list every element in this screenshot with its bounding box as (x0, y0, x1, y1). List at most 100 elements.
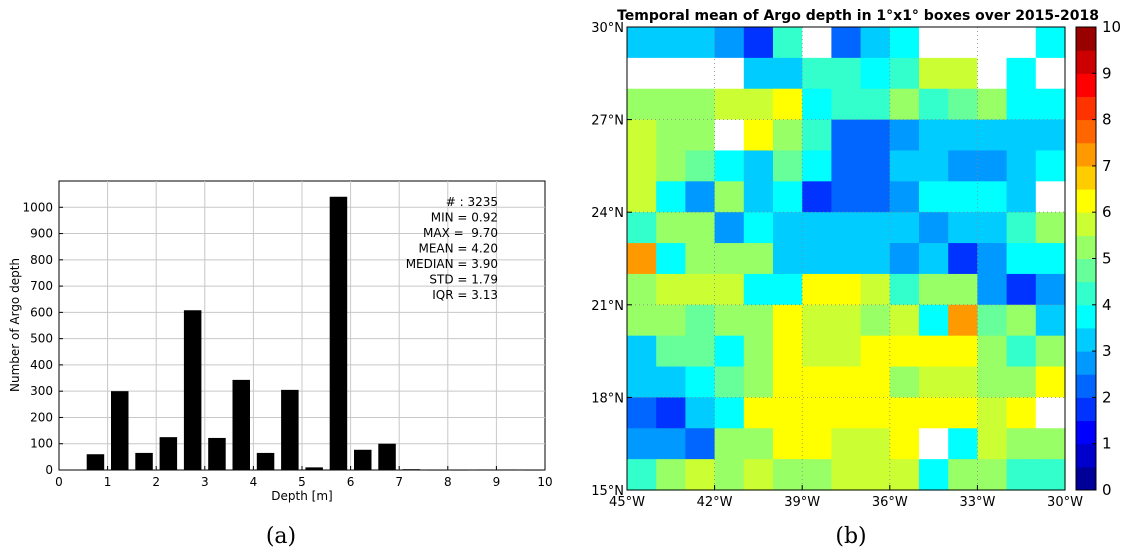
heatmap-cell (860, 428, 891, 460)
caption-a: (a) (266, 524, 296, 549)
heatmap-cell (889, 459, 920, 491)
heatmap-cell (773, 428, 803, 460)
heatmap-cell (919, 181, 949, 213)
colorbar-swatch (1076, 466, 1096, 491)
heatmap-x-tick-label: 42°W (697, 495, 733, 510)
heatmap-cell (773, 366, 803, 398)
heatmap-x-tick-label: 39°W (784, 495, 820, 510)
histogram-x-ticks: 0 1 2 3 4 5 6 7 8 9 10 (55, 466, 553, 489)
heatmap-cell (919, 366, 949, 398)
colorbar-tick-label: 0 (1102, 481, 1112, 499)
colorbar-swatch (1076, 119, 1096, 144)
heatmap-cell (977, 88, 1008, 121)
histogram-grid (59, 181, 545, 470)
histogram-bar (451, 469, 469, 471)
heatmap-cell (714, 366, 745, 398)
heatmap-cell (743, 335, 774, 368)
histogram-bar (135, 452, 153, 470)
histogram-y-tick-label: 1000 (22, 200, 53, 214)
heatmap-cell (919, 243, 949, 275)
heatmap-cell (1035, 181, 1066, 213)
heatmap-cell (831, 181, 862, 213)
histogram-y-tick-label: 700 (30, 279, 53, 293)
heatmap-cell (685, 335, 716, 368)
heatmap-cell (685, 27, 716, 59)
heatmap-cell (1035, 212, 1066, 244)
heatmap-cell (1006, 273, 1037, 306)
heatmap-cell (831, 243, 862, 275)
colorbar: 0 1 2 3 4 5 6 7 8 9 10 (1075, 18, 1121, 499)
heatmap-cell (860, 304, 891, 337)
colorbar-swatch (1076, 351, 1096, 375)
heatmap-cell (948, 57, 978, 90)
heatmap-cell (1006, 181, 1037, 213)
heatmap-cell (802, 428, 832, 460)
heatmap-cell (627, 119, 657, 152)
colorbar-swatch (1076, 235, 1096, 259)
heatmap-cell (656, 428, 686, 460)
heatmap-cell (773, 88, 803, 121)
colorbar-swatch (1076, 142, 1096, 167)
heatmap-cell (627, 459, 657, 491)
heatmap-x-tick-label: 30°W (1047, 495, 1083, 510)
caption-b: (b) (835, 524, 866, 549)
histogram-x-tick-label: 0 (55, 475, 63, 489)
histogram-y-tick-label: 500 (30, 332, 53, 346)
heatmap-cell (627, 88, 657, 121)
heatmap-cell (919, 88, 949, 121)
heatmap-cell (656, 366, 686, 398)
histogram-bar (208, 437, 226, 470)
heatmap-cell (685, 88, 716, 121)
heatmap-cell (948, 428, 978, 460)
heatmap-cell (685, 428, 716, 460)
histogram-bars (86, 196, 542, 471)
heatmap-cell (802, 88, 832, 121)
histogram-x-tick-label: 3 (201, 475, 209, 489)
heatmap-cell (889, 273, 920, 306)
heatmap-y-tick-label: 27°N (591, 114, 624, 129)
heatmap-cell (977, 243, 1008, 275)
heatmap-cell (773, 243, 803, 275)
heatmap-cell (773, 150, 803, 182)
histogram-bar (86, 454, 105, 470)
heatmap-cell (773, 397, 803, 429)
heatmap-cell (919, 27, 949, 59)
heatmap-cell (802, 27, 832, 59)
heatmap-cell (1006, 27, 1037, 59)
heatmap-cell (656, 88, 686, 121)
heatmap-cell (714, 273, 745, 306)
heatmap-panel: Temporal mean of Argo depth in 1°x1° box… (591, 8, 1121, 549)
heatmap-cell (773, 304, 803, 337)
heatmap-cell (860, 88, 891, 121)
histogram-bar (256, 452, 275, 470)
heatmap-cell (627, 366, 657, 398)
heatmap-cell (743, 88, 774, 121)
heatmap-latitude-ticks: 15°N 18°N 21°N 24°N 27°N 30°N (591, 21, 632, 499)
histogram-y-tick-label: 200 (30, 410, 53, 424)
colorbar-swatch (1076, 304, 1096, 329)
histogram-x-tick-label: 1 (104, 475, 112, 489)
heatmap-cell (1006, 119, 1037, 152)
heatmap-cell (977, 304, 1008, 337)
heatmap-cell (743, 57, 774, 90)
histogram-stat-line: STD = 1.79 (429, 273, 498, 287)
heatmap-cell (656, 304, 686, 337)
heatmap-cell (627, 212, 657, 244)
heatmap-cell (656, 273, 686, 306)
heatmap-cell (889, 150, 920, 182)
heatmap-cell (831, 88, 862, 121)
heatmap-cell (743, 304, 774, 337)
heatmap-cell (656, 57, 686, 90)
histogram-x-tick-label: 8 (444, 475, 452, 489)
heatmap-cell (1035, 459, 1066, 491)
heatmap-cell (977, 397, 1008, 429)
heatmap-cell (743, 366, 774, 398)
heatmap-cell (889, 366, 920, 398)
histogram-x-tick-label: 4 (250, 475, 258, 489)
heatmap-cell (919, 335, 949, 368)
heatmap-cell (773, 57, 803, 90)
heatmap-cell (743, 27, 774, 59)
heatmap-cell (948, 304, 978, 337)
histogram-x-tick-label: 5 (298, 475, 306, 489)
